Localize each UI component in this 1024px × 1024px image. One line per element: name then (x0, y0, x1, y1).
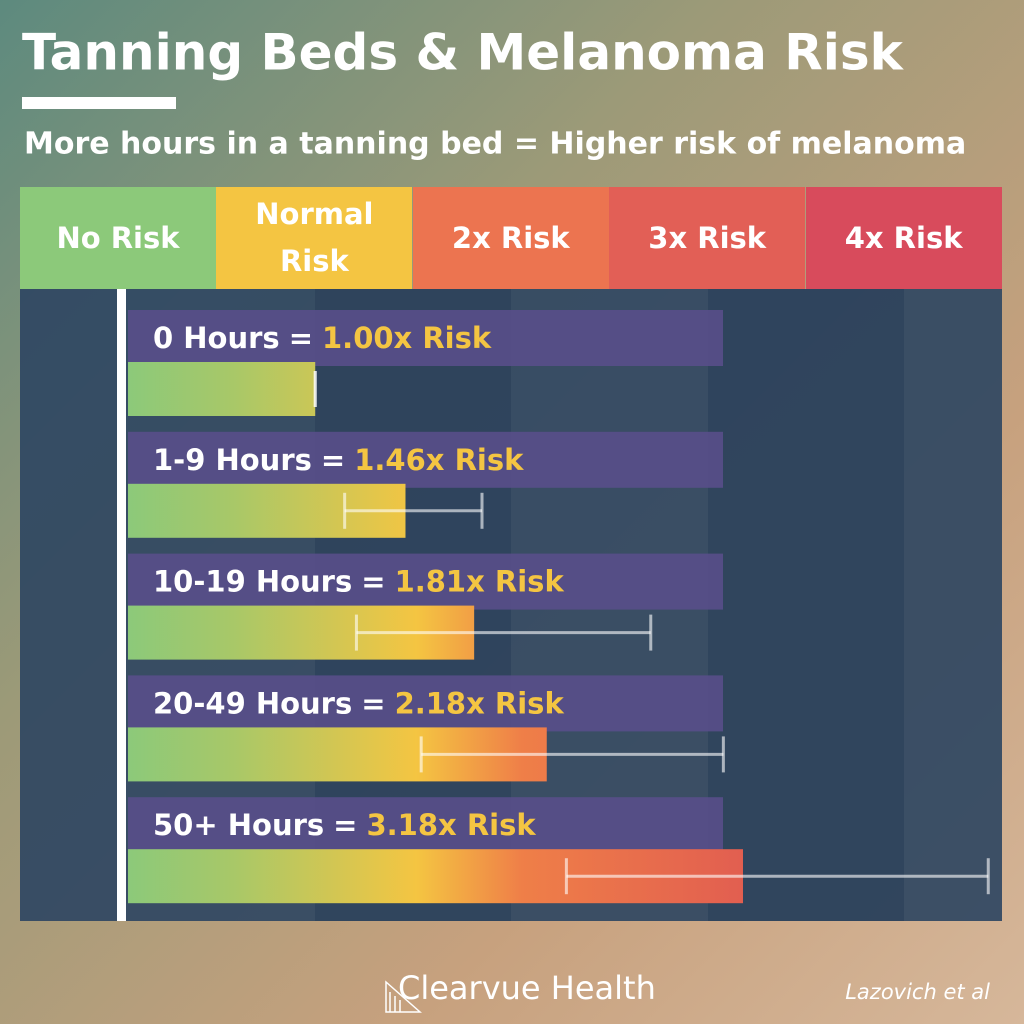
label-backdrop (128, 553, 723, 610)
chart-title: Tanning Beds & Melanoma Risk (22, 24, 905, 82)
rows: 0 Hours = 1.00x Risk 1-9 Hours = 1.46x Risk 10… (128, 310, 990, 904)
risk-zone-label: Normal Risk (255, 197, 374, 278)
label-backdrop (128, 431, 723, 488)
risk-zone: No Risk (20, 187, 216, 289)
risk-zone-label: 4x Risk (844, 220, 963, 255)
row-label: 20-49 Hours = 2.18x Risk (153, 686, 564, 720)
risk-zone: 3x Risk (609, 187, 806, 289)
value-label: 1.46x Risk (354, 443, 524, 477)
category-label: 10-19 Hours (153, 565, 352, 599)
separator: = (289, 321, 313, 355)
row-label: 0 Hours = 1.00x Risk (153, 321, 492, 355)
risk-zone: 2x Risk (412, 187, 609, 289)
label-backdrop (128, 797, 723, 854)
value-label: 1.00x Risk (322, 321, 492, 355)
value-label: 3.18x Risk (366, 808, 536, 842)
value-label: 1.81x Risk (395, 565, 565, 599)
risk-zone: Normal Risk (216, 187, 413, 289)
category-label: 50+ Hours (153, 808, 324, 842)
panel-stripe (708, 289, 904, 921)
risk-zone-label: 2x Risk (451, 220, 570, 255)
separator: = (361, 565, 385, 599)
category-label: 1-9 Hours (153, 443, 312, 477)
chart-subtitle: More hours in a tanning bed = Higher ris… (24, 127, 966, 162)
source: Lazovich et al (845, 980, 990, 1004)
separator: = (321, 443, 345, 477)
baseline-axis (117, 289, 126, 921)
separator: = (361, 686, 385, 720)
brand: Clearvue Health (398, 969, 656, 1007)
row-label: 1-9 Hours = 1.46x Risk (153, 443, 524, 477)
brand-logo (385, 980, 422, 1013)
label-backdrop (128, 675, 723, 732)
row-label: 50+ Hours = 3.18x Risk (153, 808, 536, 842)
value-label: 2.18x Risk (395, 686, 565, 720)
category-label: 0 Hours (153, 321, 280, 355)
risk-zone-label: 3x Risk (648, 220, 767, 255)
title-underline (22, 97, 176, 109)
separator: = (333, 808, 357, 842)
risk-zone-label: No Risk (56, 220, 180, 255)
category-label: 20-49 Hours (153, 686, 352, 720)
row-label: 10-19 Hours = 1.81x Risk (153, 565, 564, 599)
bar (128, 362, 316, 416)
label-backdrop (128, 310, 723, 366)
risk-zone: 4x Risk (805, 187, 1002, 289)
